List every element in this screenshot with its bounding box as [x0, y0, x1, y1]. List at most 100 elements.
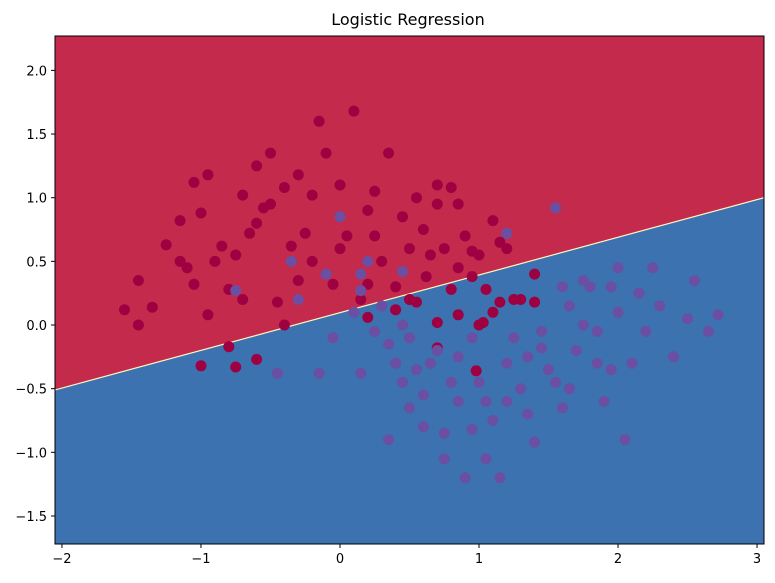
- scatter-point-class-1: [522, 408, 534, 420]
- scatter-point-class-1: [404, 402, 415, 414]
- scatter-point-class-1: [612, 306, 624, 318]
- scatter-point-class-1: [668, 351, 680, 363]
- scatter-point-class-1: [466, 332, 478, 344]
- scatter-point-class-0: [390, 281, 402, 293]
- scatter-point-class-0: [251, 217, 263, 229]
- scatter-point-class-0: [146, 301, 158, 313]
- scatter-point-class-1: [452, 351, 464, 363]
- scatter-point-class-0: [237, 294, 249, 305]
- scatter-point-class-1: [438, 453, 450, 465]
- scatter-point-class-1: [647, 262, 659, 274]
- scatter-points: [119, 105, 724, 484]
- scatter-point-class-1: [397, 266, 408, 277]
- scatter-point-class-0: [327, 278, 339, 290]
- scatter-point-class-0: [420, 271, 432, 283]
- scatter-point-class-1: [654, 300, 666, 312]
- scatter-point-class-0: [417, 224, 429, 235]
- scatter-point-class-0: [292, 275, 304, 286]
- scatter-point-class-1: [543, 364, 554, 376]
- scatter-point-class-0: [466, 245, 478, 257]
- scatter-point-class-0: [202, 309, 214, 321]
- scatter-point-class-1: [712, 309, 724, 321]
- scatter-point-class-1: [689, 275, 700, 286]
- scatter-point-class-1: [397, 376, 408, 388]
- scatter-point-class-0: [348, 105, 360, 117]
- scatter-point-class-1: [355, 285, 367, 297]
- scatter-point-class-1: [438, 427, 450, 439]
- scatter-point-class-1: [452, 395, 464, 407]
- scatter-point-class-0: [174, 255, 186, 267]
- scatter-point-class-0: [313, 115, 325, 127]
- scatter-point-class-1: [466, 423, 478, 435]
- scatter-point-class-1: [529, 436, 541, 448]
- x-tick-label: 0: [336, 552, 344, 567]
- x-axis: −2 −1 0 1 2 3: [52, 544, 761, 567]
- scatter-point-class-0: [459, 230, 471, 242]
- scatter-point-class-0: [230, 361, 242, 373]
- scatter-point-class-1: [515, 383, 527, 395]
- scatter-point-class-1: [390, 357, 402, 369]
- scatter-point-class-0: [494, 296, 506, 308]
- y-tick-label: 1.5: [26, 128, 47, 143]
- scatter-point-class-0: [431, 198, 443, 210]
- scatter-point-class-1: [619, 434, 631, 446]
- scatter-point-class-0: [404, 294, 415, 305]
- x-tick-label: 3: [753, 552, 761, 567]
- scatter-point-class-1: [424, 357, 436, 369]
- scatter-point-class-1: [417, 389, 429, 401]
- x-tick-label: 1: [475, 552, 483, 567]
- scatter-point-class-0: [299, 227, 311, 239]
- scatter-point-class-1: [480, 395, 492, 407]
- scatter-point-class-0: [362, 278, 374, 290]
- y-axis: −1.5 −1.0 −0.5 0.0 0.5 1.0 1.5 2.0: [15, 64, 55, 525]
- scatter-point-class-1: [404, 332, 415, 344]
- y-tick-label: 0.5: [26, 255, 47, 270]
- scatter-point-class-0: [119, 304, 130, 316]
- scatter-point-class-0: [188, 278, 200, 290]
- scatter-point-class-1: [536, 325, 548, 337]
- scatter-point-class-1: [431, 345, 443, 356]
- scatter-point-class-1: [362, 255, 374, 267]
- scatter-point-class-1: [320, 268, 332, 280]
- scatter-point-class-0: [431, 179, 443, 191]
- scatter-point-class-0: [376, 255, 388, 267]
- scatter-point-class-0: [383, 147, 395, 159]
- y-tick-label: 2.0: [26, 64, 47, 79]
- scatter-point-class-1: [271, 367, 283, 379]
- scatter-point-class-1: [480, 453, 492, 465]
- scatter-point-class-1: [612, 262, 624, 274]
- scatter-point-class-0: [369, 230, 381, 242]
- scatter-point-class-0: [320, 147, 332, 159]
- scatter-point-class-0: [452, 198, 464, 210]
- scatter-point-class-1: [702, 325, 714, 337]
- scatter-point-class-1: [501, 395, 513, 407]
- scatter-point-class-0: [188, 176, 200, 188]
- scatter-point-class-1: [605, 281, 617, 293]
- y-tick-label: −0.5: [15, 383, 47, 398]
- scatter-point-class-1: [473, 376, 485, 388]
- scatter-point-class-0: [362, 311, 374, 323]
- scatter-point-class-1: [536, 342, 548, 354]
- scatter-point-class-1: [383, 434, 395, 446]
- scatter-point-class-1: [501, 357, 513, 369]
- scatter-point-class-1: [369, 325, 381, 337]
- scatter-point-class-1: [459, 472, 471, 484]
- scatter-point-class-1: [487, 415, 499, 426]
- scatter-point-class-0: [341, 230, 353, 242]
- scatter-point-class-0: [466, 271, 478, 283]
- scatter-point-class-0: [334, 179, 346, 191]
- scatter-point-class-0: [209, 255, 221, 267]
- scatter-point-class-0: [390, 304, 402, 316]
- scatter-point-class-0: [265, 147, 276, 159]
- scatter-point-class-0: [174, 215, 186, 227]
- scatter-point-class-0: [487, 215, 499, 227]
- y-tick-label: −1.5: [15, 510, 47, 525]
- scatter-point-class-0: [529, 296, 541, 308]
- scatter-point-class-0: [132, 319, 144, 331]
- scatter-point-class-0: [181, 262, 193, 274]
- scatter-point-class-1: [417, 421, 429, 433]
- scatter-point-class-1: [626, 357, 638, 369]
- scatter-point-class-1: [383, 338, 395, 350]
- scatter-point-class-0: [223, 341, 235, 353]
